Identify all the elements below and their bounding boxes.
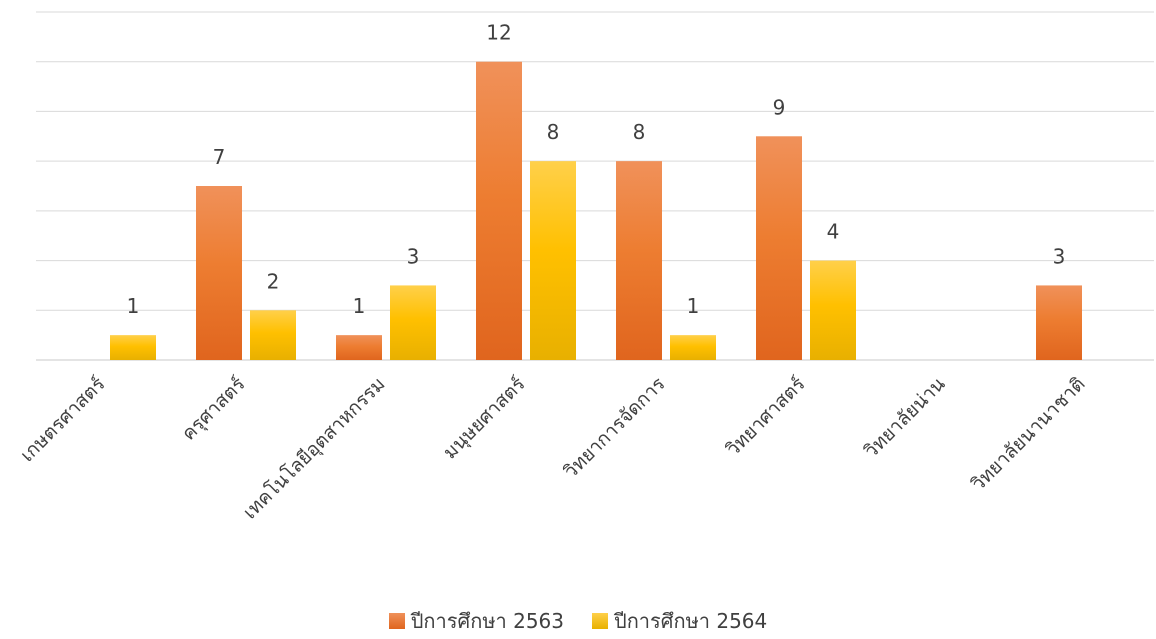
bar-series-1-cat-2 xyxy=(196,186,242,360)
category-label: วิทยาลัยน่าน xyxy=(860,373,950,463)
legend-swatch-series-2 xyxy=(592,613,608,629)
category-label: เทคโนโลยีอุตสาหกรรม xyxy=(238,372,390,524)
data-label-series-1-cat-4: 12 xyxy=(486,21,511,45)
bar-series-1-cat-5 xyxy=(616,161,662,360)
bar-series-2-cat-3 xyxy=(390,285,436,360)
data-label-series-2-cat-4: 8 xyxy=(547,120,560,144)
data-label-series-1-cat-8: 3 xyxy=(1053,244,1066,268)
category-labels: เกษตรศาสตร์ ครุศาสตร์เทคโนโลยีอุตสาหกรรม ม… xyxy=(16,372,1089,524)
bar-series-2-cat-6 xyxy=(810,260,856,360)
category-label: วิทยาลัยนานาชาติ xyxy=(967,373,1090,496)
bar-series-2-cat-2 xyxy=(250,310,296,360)
data-label-series-2-cat-3: 3 xyxy=(407,244,420,268)
bar-series-1-cat-4 xyxy=(476,61,522,360)
bar-series-2-cat-5 xyxy=(670,335,716,360)
data-label-series-1-cat-5: 8 xyxy=(633,120,646,144)
category-label: เกษตรศาสตร์ xyxy=(16,373,109,466)
data-label-series-2-cat-5: 1 xyxy=(687,294,700,318)
legend-swatch-series-1 xyxy=(388,613,405,629)
bar-series-1-cat-3 xyxy=(336,335,382,360)
data-labels: 1 7 2 1 3 12 8 8 1 9 4 3 xyxy=(127,21,1066,318)
legend: ปีการศึกษา 2563 ปีการศึกษา 2564 xyxy=(0,606,1156,636)
bar-series-1-cat-8 xyxy=(1036,285,1082,360)
data-label-series-2-cat-2: 2 xyxy=(267,269,280,293)
data-label-series-1-cat-6: 9 xyxy=(773,95,786,119)
category-label: วิทยาการจัดการ xyxy=(560,373,670,483)
bar-series-1-cat-6 xyxy=(756,136,802,360)
category-label: ครุศาสตร์ xyxy=(178,373,251,446)
data-label-series-2-cat-6: 4 xyxy=(827,220,840,244)
legend-label-series-1: ปีการศึกษา 2563 xyxy=(410,609,564,633)
bar-series-2-cat-4 xyxy=(530,161,576,360)
category-label: มนุษยศาสตร์ xyxy=(439,373,530,464)
data-label-series-1-cat-3: 1 xyxy=(353,294,366,318)
category-label: วิทยาศาสตร์ xyxy=(722,373,810,461)
legend-label-series-2: ปีการศึกษา 2564 xyxy=(614,609,768,633)
data-label-series-1-cat-2: 7 xyxy=(213,145,226,169)
bar-series-2-cat-1 xyxy=(110,335,156,360)
legend-item-series-2: ปีการศึกษา 2564 xyxy=(592,605,767,637)
bars xyxy=(110,61,1082,360)
data-label-series-2-cat-1: 1 xyxy=(127,294,140,318)
legend-item-series-1: ปีการศึกษา 2563 xyxy=(388,605,564,637)
